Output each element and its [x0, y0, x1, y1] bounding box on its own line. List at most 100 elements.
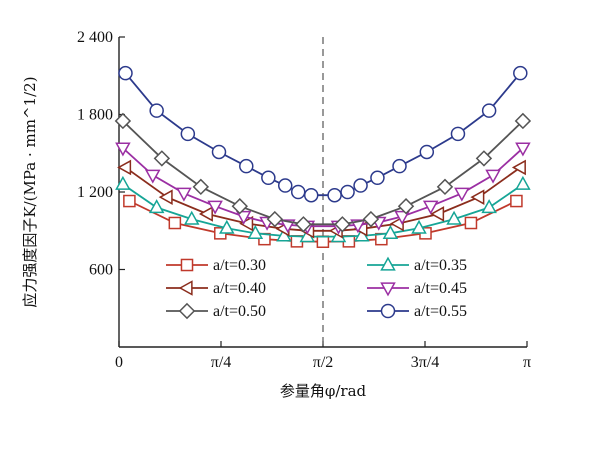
- legend-swatch-marker: [380, 282, 396, 297]
- data-point: [422, 200, 439, 215]
- data-point: [350, 219, 366, 234]
- legend-entry: a/t=0.45: [367, 280, 467, 297]
- series-line: [122, 147, 524, 228]
- data-point: [148, 199, 165, 214]
- y-tick-label: 1 800: [77, 107, 113, 124]
- data-point: [397, 197, 415, 215]
- x-tick-label: π/2: [313, 354, 334, 371]
- data-point: [454, 187, 470, 202]
- data-point: [183, 210, 200, 225]
- legend-label: a/t=0.30: [213, 257, 266, 274]
- legend-swatch-marker: [380, 303, 396, 319]
- data-point: [382, 224, 399, 239]
- data-point: [475, 150, 493, 167]
- data-point: [211, 144, 227, 160]
- data-point: [118, 65, 133, 81]
- legend-entry: a/t=0.55: [367, 303, 467, 320]
- legend-label: a/t=0.50: [213, 303, 266, 320]
- data-point: [481, 103, 497, 118]
- axis-labels: 参量角φ/rad 应力强度因子K/(MPa · mm^1/2): [21, 76, 367, 400]
- series-line: [124, 166, 521, 232]
- data-point: [180, 126, 196, 142]
- data-point: [266, 210, 284, 228]
- legend: a/t=0.30 a/t=0.35 a/t=0.40 a/t=0.45 a/t=0.50…: [166, 256, 467, 320]
- data-point: [168, 216, 182, 230]
- data-point: [261, 170, 276, 186]
- data-point: [144, 169, 161, 184]
- data-point: [114, 112, 132, 130]
- data-point: [394, 210, 410, 225]
- data-point: [464, 216, 478, 230]
- legend-label: a/t=0.40: [213, 280, 266, 297]
- data-point: [231, 197, 248, 215]
- data-point: [123, 194, 136, 208]
- data-point: [334, 216, 351, 233]
- series-layer: [114, 65, 532, 249]
- legend-swatch-marker: [178, 280, 193, 296]
- y-tick-label: 2 400: [77, 29, 113, 46]
- data-point: [115, 142, 131, 157]
- data-point: [485, 169, 501, 184]
- legend-entry: a/t=0.50: [166, 302, 266, 320]
- data-point: [353, 178, 368, 193]
- data-point: [316, 235, 330, 249]
- data-point: [239, 215, 254, 232]
- data-point: [295, 216, 312, 233]
- y-tick-label: 600: [89, 262, 113, 279]
- data-point: [513, 65, 528, 81]
- x-tick-label: 0: [115, 354, 123, 371]
- data-point: [239, 158, 254, 174]
- data-point: [419, 144, 435, 160]
- data-point: [115, 175, 131, 190]
- data-point: [515, 175, 531, 190]
- series-4: [114, 112, 532, 233]
- data-point: [280, 219, 296, 234]
- data-point: [149, 103, 164, 118]
- series-line: [122, 183, 524, 238]
- data-point: [235, 210, 252, 225]
- data-point: [510, 194, 523, 208]
- data-point: [192, 178, 210, 196]
- data-point: [290, 184, 306, 200]
- data-point: [219, 219, 235, 234]
- data-point: [247, 224, 264, 239]
- data-point: [277, 178, 293, 193]
- data-point: [303, 187, 319, 203]
- data-point: [176, 187, 192, 202]
- legend-entry: a/t=0.35: [367, 256, 467, 274]
- data-point: [470, 189, 485, 205]
- data-point: [515, 142, 531, 157]
- y-axis-title: 应力强度因子K/(MPa · mm^1/2): [21, 76, 39, 307]
- x-tick-label: 3π/4: [411, 354, 440, 371]
- legend-swatch-marker: [178, 302, 196, 320]
- data-point: [450, 126, 466, 142]
- data-point: [430, 206, 445, 222]
- data-point: [411, 219, 427, 234]
- data-point: [117, 159, 132, 176]
- data-point: [158, 189, 173, 205]
- data-point: [436, 178, 454, 196]
- series-3: [115, 142, 531, 235]
- x-tick-label: π/4: [211, 354, 232, 371]
- data-point: [370, 170, 385, 186]
- legend-label: a/t=0.55: [414, 303, 467, 320]
- data-point: [446, 210, 462, 225]
- legend-swatch-marker: [380, 256, 396, 271]
- y-tick-label: 1 200: [77, 184, 113, 201]
- data-point: [514, 112, 532, 130]
- data-point: [207, 200, 223, 215]
- legend-label: a/t=0.35: [414, 257, 467, 274]
- data-point: [340, 184, 355, 200]
- legend-entry: a/t=0.30: [166, 257, 266, 274]
- series-line: [122, 120, 524, 226]
- data-point: [511, 159, 526, 176]
- data-point: [481, 199, 497, 214]
- x-tick-label: π: [523, 354, 531, 371]
- data-point: [327, 187, 342, 203]
- data-point: [392, 158, 407, 174]
- legend-entry: a/t=0.40: [166, 280, 266, 297]
- series-5: [118, 65, 528, 203]
- data-point: [153, 150, 171, 167]
- legend-label: a/t=0.45: [414, 280, 467, 297]
